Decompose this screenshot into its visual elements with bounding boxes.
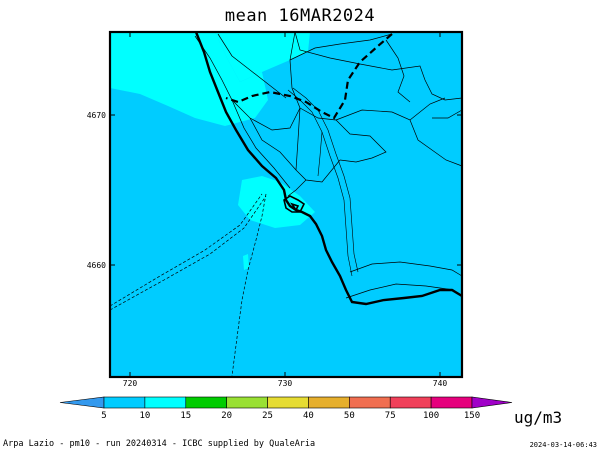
colorbar-label: 5: [101, 411, 106, 421]
x-tick-label: 720: [123, 379, 138, 388]
map-title: mean 16MAR2024: [224, 6, 376, 26]
colorbar-label: 75: [385, 411, 396, 421]
footer-timestamp: 2024-03-14-06:43: [529, 441, 597, 449]
coastline: [194, 31, 463, 306]
colorbar-unit: ug/m3: [514, 408, 563, 427]
admin-boundaries: [194, 31, 463, 299]
colorbar: 5 10 15 20 25 40 50 75 100 150: [59, 396, 513, 421]
colorbar-swatch: [267, 396, 309, 409]
footer-credit: Arpa Lazio - pm10 - run 20240314 - ICBC …: [3, 439, 316, 449]
map-frame: [108, 30, 464, 379]
x-tick-label: 740: [433, 379, 448, 388]
axis-ticks: [110, 32, 462, 377]
colorbar-label: 40: [303, 411, 314, 421]
colorbar-arrow-low: [59, 396, 105, 409]
colorbar-label: 50: [344, 411, 355, 421]
colorbar-swatch: [226, 396, 268, 409]
colorbar-swatch: [144, 396, 187, 409]
concentration-patch-coast: [238, 176, 315, 228]
dashed-routes: [109, 193, 267, 377]
colorbar-label: 15: [180, 411, 191, 421]
colorbar-label: 150: [464, 411, 480, 421]
colorbar-label: 25: [262, 411, 273, 421]
colorbar-swatch: [185, 396, 227, 409]
colorbar-swatch: [389, 396, 432, 409]
colorbar-swatch: [430, 396, 473, 409]
colorbar-swatch: [308, 396, 350, 409]
colorbar-label: 20: [221, 411, 232, 421]
concentration-patch-small: [243, 254, 249, 270]
colorbar-swatch: [349, 396, 391, 409]
river-lines: [287, 87, 359, 277]
colorbar-arrow-high: [471, 396, 513, 409]
regional-border: [225, 33, 393, 120]
colorbar-label: 100: [423, 411, 439, 421]
y-tick-label: 4660: [87, 261, 106, 270]
colorbar-label: 10: [139, 411, 150, 421]
concentration-patch-north: [110, 32, 310, 82]
city-outline: [283, 195, 306, 213]
x-tick-label: 730: [278, 379, 293, 388]
colorbar-swatch: [103, 396, 146, 409]
concentration-patch-west: [110, 32, 268, 126]
y-tick-label: 4670: [87, 111, 106, 120]
